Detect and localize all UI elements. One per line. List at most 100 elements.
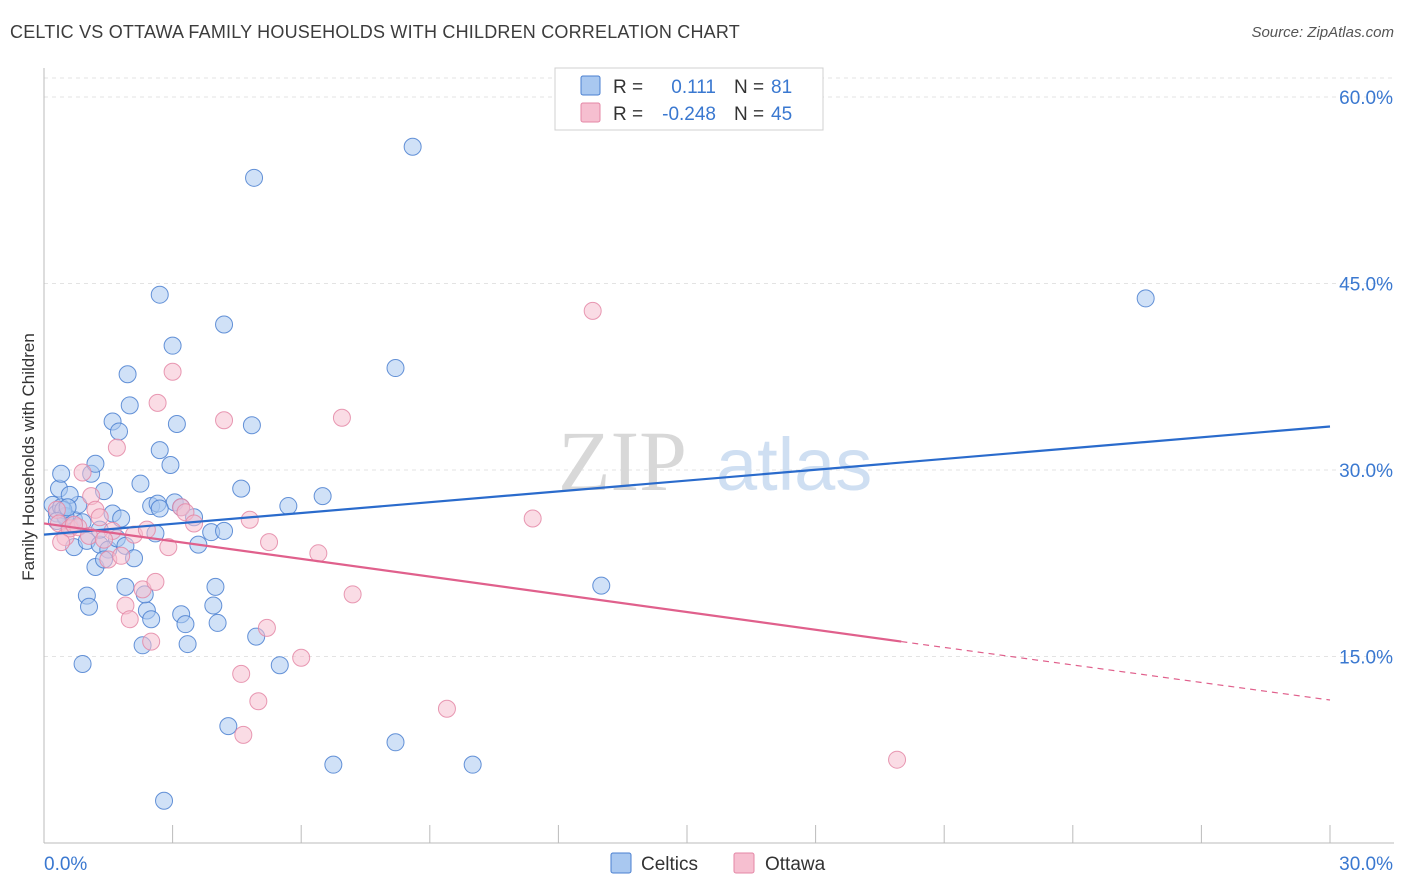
ottawa-point [260,533,279,552]
x-tick-labels: 0.0% 30.0% [44,854,1393,875]
celtics-point [215,315,234,334]
legend-ottawa-swatch [733,852,755,874]
ottawa-point [90,508,109,527]
celtics-point [155,791,174,810]
watermark-zip: ZIP [558,413,687,509]
ottawa-point [95,530,114,549]
celtics-trend-line [43,425,1331,536]
ottawa-point [257,618,276,637]
celtics-point [386,359,405,378]
ottawa-trend-line [901,640,1331,701]
ottawa-point [146,572,165,591]
celtics-point [204,596,223,615]
celtics-point [80,597,99,616]
celtics-point [245,168,264,187]
celtics-point [386,733,405,752]
ottawa-points [47,301,907,769]
celtics-point [215,521,234,540]
celtics-point [592,576,611,595]
celtics-point [313,487,332,506]
celtics-point [110,422,129,441]
ottawa-point [112,546,131,565]
ottawa-trend-line [43,522,902,643]
celtics-point [150,499,169,518]
legend-celtics-swatch [610,852,632,874]
x-tick-label: 30.0% [1339,854,1393,875]
stats-legend: R = 0.111 N = 81 R = -0.248 N = 45 [554,67,824,131]
celtics-point [73,654,92,673]
celtics-point [118,365,137,384]
y-axis-label: Family Households with Children [19,333,38,581]
trend-lines [43,425,1331,701]
celtics-point [206,577,225,596]
celtics-point [219,717,238,736]
ottawa-point [292,648,311,667]
ottawa-point [52,533,71,552]
chart-title: CELTIC VS OTTAWA FAMILY HOUSEHOLDS WITH … [10,22,740,42]
celtics-point [208,613,227,632]
ottawa-point [888,750,907,769]
celtics-point [242,416,261,435]
legend-ottawa-label: Ottawa [765,854,826,875]
ottawa-point [309,544,328,563]
ottawa-point [73,463,92,482]
celtics-point [463,755,482,774]
celtics-point [150,441,169,460]
celtics-point [86,454,105,473]
celtics-point [116,577,135,596]
ottawa-point [163,362,182,381]
ottawa-point [120,610,139,629]
celtics-n-value: 81 [771,77,792,98]
y-tick-label: 60.0% [1339,88,1393,109]
watermark: ZIP atlas [558,413,872,509]
celtics-point [403,137,422,156]
ottawa-point [107,438,126,457]
ottawa-point [232,664,251,683]
axes [43,68,1394,844]
celtics-point [270,656,289,675]
ottawa-point [234,725,253,744]
series-legend: Celtics Ottawa [610,852,826,875]
source-label: Source: ZipAtlas.com [1251,24,1394,41]
celtics-point [178,635,197,654]
ottawa-point [583,301,602,320]
y-tick-labels: 15.0% 30.0% 45.0% 60.0% [1339,88,1393,669]
legend-celtics-label: Celtics [641,854,698,875]
ottawa-point [240,510,259,529]
celtics-point [1136,289,1155,308]
ottawa-point [249,692,268,711]
ottawa-point [137,520,156,539]
x-tick-label: 0.0% [44,854,87,875]
celtics-point [120,396,139,415]
celtics-point [150,285,169,304]
watermark-atlas: atlas [716,423,872,506]
celtics-point [131,474,150,493]
celtics-point [163,336,182,355]
celtics-point [52,464,71,483]
ottawa-n-label: N = [734,104,764,125]
ottawa-n-value: 45 [771,104,792,125]
ottawa-r-label: R = [613,104,643,125]
ottawa-point [437,699,456,718]
celtics-r-label: R = [613,77,643,98]
ottawa-swatch [580,102,601,123]
celtics-point [167,414,186,433]
y-tick-label: 30.0% [1339,461,1393,482]
celtics-point [161,456,180,475]
celtics-swatch [580,75,601,96]
y-tick-label: 45.0% [1339,275,1393,296]
ottawa-point [142,632,161,651]
ottawa-point [159,538,178,557]
celtics-point [232,479,251,498]
celtics-point [324,755,343,774]
celtics-n-label: N = [734,77,764,98]
celtics-point [112,509,131,528]
ottawa-point [523,509,542,528]
y-tick-label: 15.0% [1339,648,1393,669]
ottawa-point [343,585,362,604]
celtics-point [142,610,161,629]
ottawa-r-value: -0.248 [662,104,716,125]
ottawa-point [148,393,167,412]
ottawa-point [215,411,234,430]
